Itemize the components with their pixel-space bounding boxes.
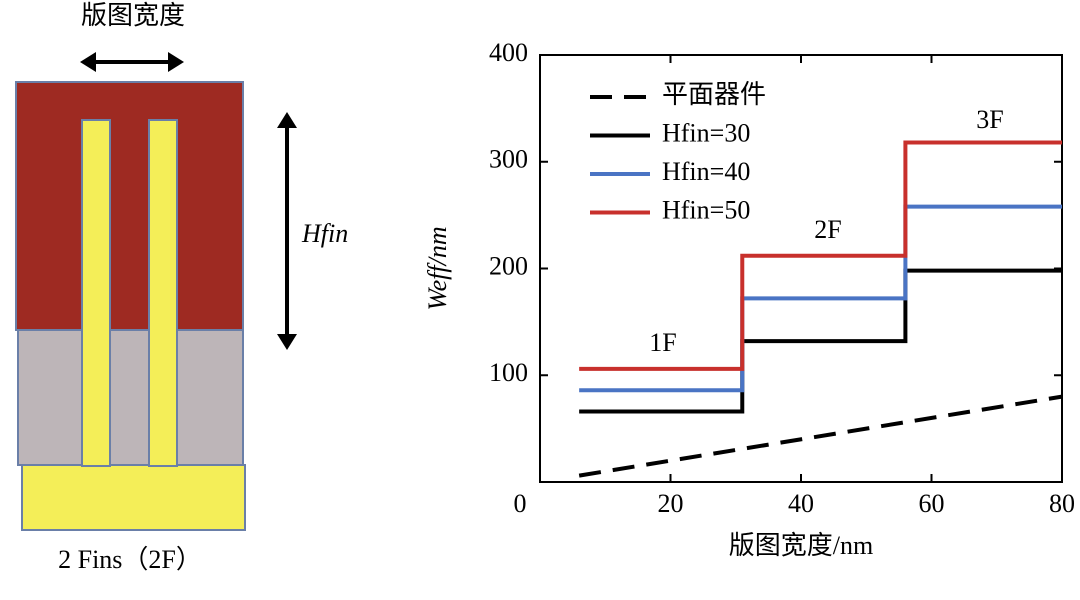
- step-annotation: 3F: [976, 105, 1003, 134]
- arrow-head: [277, 334, 297, 350]
- step-annotation: 1F: [649, 328, 676, 357]
- y-tick-label: 400: [489, 38, 528, 67]
- legend-label: Hfin=50: [662, 195, 750, 224]
- x-tick-label: 0: [514, 489, 527, 518]
- height-label: Hfin: [301, 219, 348, 248]
- y-tick-label: 100: [489, 358, 528, 387]
- fin: [148, 119, 178, 467]
- y-tick-label: 300: [489, 145, 528, 174]
- legend-label: 平面器件: [662, 80, 766, 109]
- series-line: [579, 140, 1062, 371]
- y-axis-label: Weff/nm: [423, 226, 452, 310]
- y-tick-label: 200: [489, 251, 528, 280]
- fin-diagram: 版图宽度 Hfin 2 Fins（2F）: [15, 1, 348, 574]
- substrate: [21, 464, 246, 531]
- legend-label: Hfin=30: [662, 118, 750, 147]
- caption: 2 Fins（2F）: [58, 545, 202, 574]
- x-tick-label: 80: [1049, 489, 1075, 518]
- series-line: [579, 268, 1062, 414]
- x-tick-label: 40: [788, 489, 814, 518]
- step-annotation: 2F: [814, 215, 841, 244]
- series-line: [579, 204, 1062, 393]
- legend-label: Hfin=40: [662, 157, 750, 186]
- x-tick-label: 20: [658, 489, 684, 518]
- arrow-head: [277, 112, 297, 128]
- arrow-head: [80, 52, 96, 72]
- width-label: 版图宽度: [81, 1, 185, 30]
- oxide-block: [17, 329, 244, 466]
- x-tick-label: 60: [919, 489, 945, 518]
- series-line: [578, 394, 1063, 478]
- arrow-head: [168, 52, 184, 72]
- gate-block: [15, 81, 244, 331]
- fin: [81, 119, 111, 467]
- x-axis-label: 版图宽度/nm: [729, 531, 873, 560]
